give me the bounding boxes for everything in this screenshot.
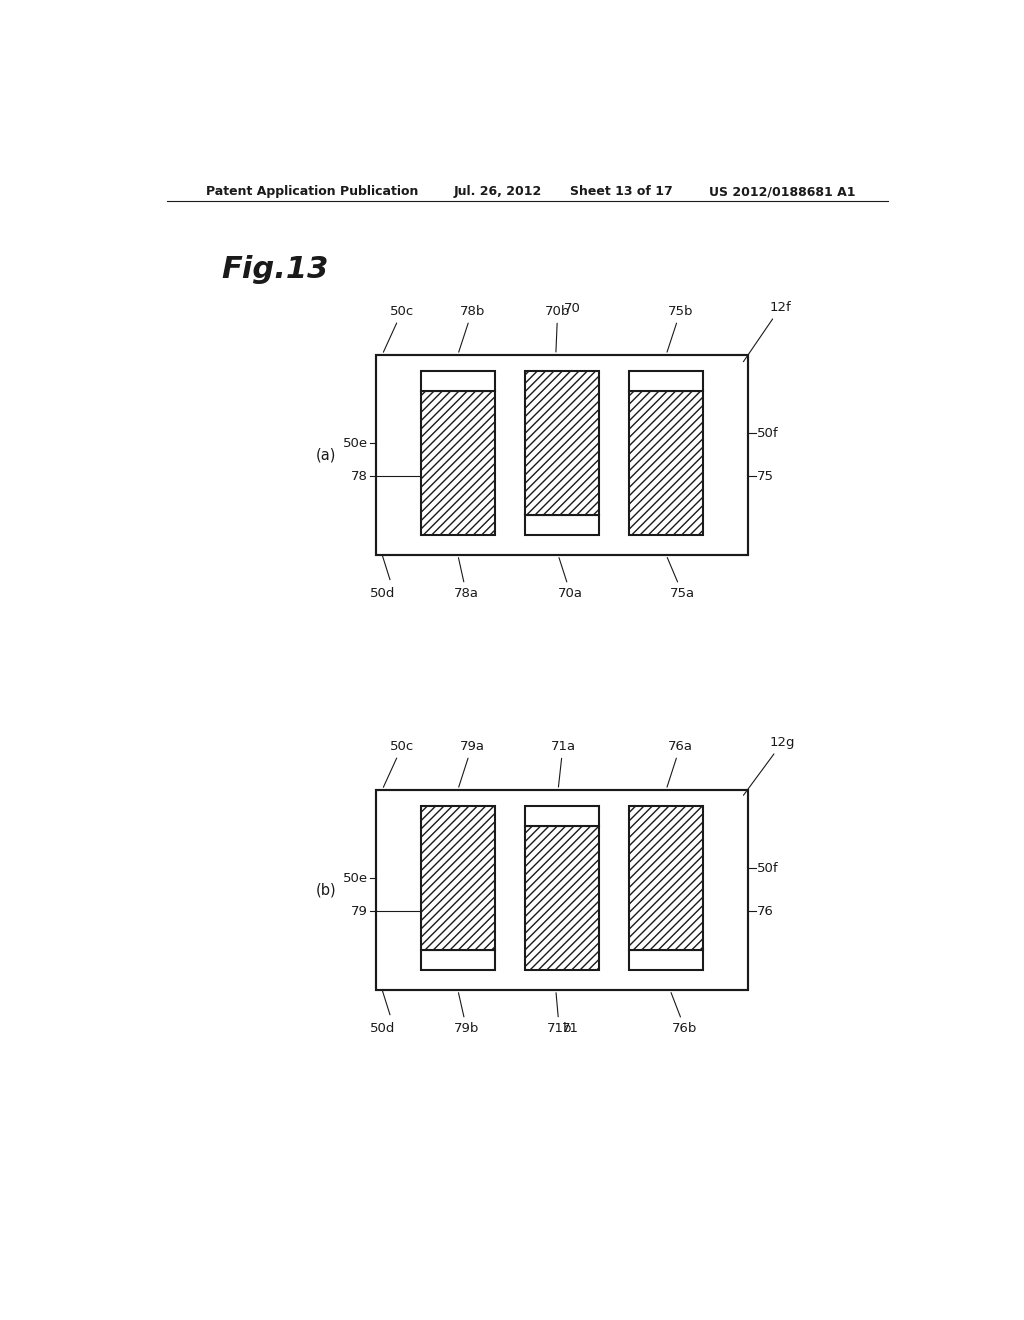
Text: 75: 75 bbox=[758, 470, 774, 483]
Text: Patent Application Publication: Patent Application Publication bbox=[206, 185, 418, 198]
Bar bbox=[376, 355, 748, 554]
Text: 78: 78 bbox=[351, 470, 369, 483]
Text: 70b: 70b bbox=[545, 305, 570, 352]
Text: 71a: 71a bbox=[550, 739, 575, 787]
Text: 76a: 76a bbox=[667, 739, 692, 787]
Text: 50f: 50f bbox=[758, 862, 779, 875]
Text: (b): (b) bbox=[315, 882, 336, 898]
Text: 50d: 50d bbox=[370, 587, 395, 601]
Bar bbox=[421, 391, 495, 535]
Text: 50e: 50e bbox=[343, 437, 369, 450]
Bar bbox=[524, 371, 599, 515]
Text: 76b: 76b bbox=[671, 993, 697, 1035]
Text: Jul. 26, 2012: Jul. 26, 2012 bbox=[454, 185, 542, 198]
Text: 71b: 71b bbox=[547, 993, 572, 1035]
Text: 50f: 50f bbox=[758, 426, 779, 440]
Text: 50d: 50d bbox=[370, 1022, 395, 1035]
Text: 71: 71 bbox=[562, 1022, 579, 1035]
Text: Fig.13: Fig.13 bbox=[221, 255, 329, 284]
Bar bbox=[524, 805, 599, 826]
Text: 79: 79 bbox=[351, 906, 369, 917]
Text: 79a: 79a bbox=[459, 739, 484, 787]
Text: 12f: 12f bbox=[743, 301, 792, 362]
Text: 76: 76 bbox=[758, 906, 774, 917]
Bar bbox=[376, 789, 748, 990]
Bar bbox=[421, 805, 495, 950]
Text: 78b: 78b bbox=[459, 305, 484, 352]
Bar bbox=[376, 355, 748, 554]
Bar bbox=[629, 805, 703, 950]
Text: 50e: 50e bbox=[343, 871, 369, 884]
Text: 75b: 75b bbox=[667, 305, 693, 352]
Bar bbox=[524, 826, 599, 970]
Text: 79b: 79b bbox=[454, 993, 479, 1035]
Bar bbox=[376, 789, 748, 990]
Bar bbox=[629, 371, 703, 391]
Bar bbox=[421, 950, 495, 970]
Text: 70: 70 bbox=[564, 302, 582, 314]
Text: 50c: 50c bbox=[383, 739, 414, 787]
Bar bbox=[629, 391, 703, 535]
Text: (a): (a) bbox=[315, 447, 336, 462]
Text: 75a: 75a bbox=[668, 557, 695, 601]
Bar bbox=[421, 371, 495, 391]
Text: 70a: 70a bbox=[558, 557, 583, 601]
Text: Sheet 13 of 17: Sheet 13 of 17 bbox=[569, 185, 673, 198]
Text: 12g: 12g bbox=[743, 737, 796, 795]
Bar bbox=[629, 950, 703, 970]
Text: 78a: 78a bbox=[454, 557, 479, 601]
Bar bbox=[524, 515, 599, 535]
Text: 50c: 50c bbox=[383, 305, 414, 352]
Text: US 2012/0188681 A1: US 2012/0188681 A1 bbox=[710, 185, 856, 198]
